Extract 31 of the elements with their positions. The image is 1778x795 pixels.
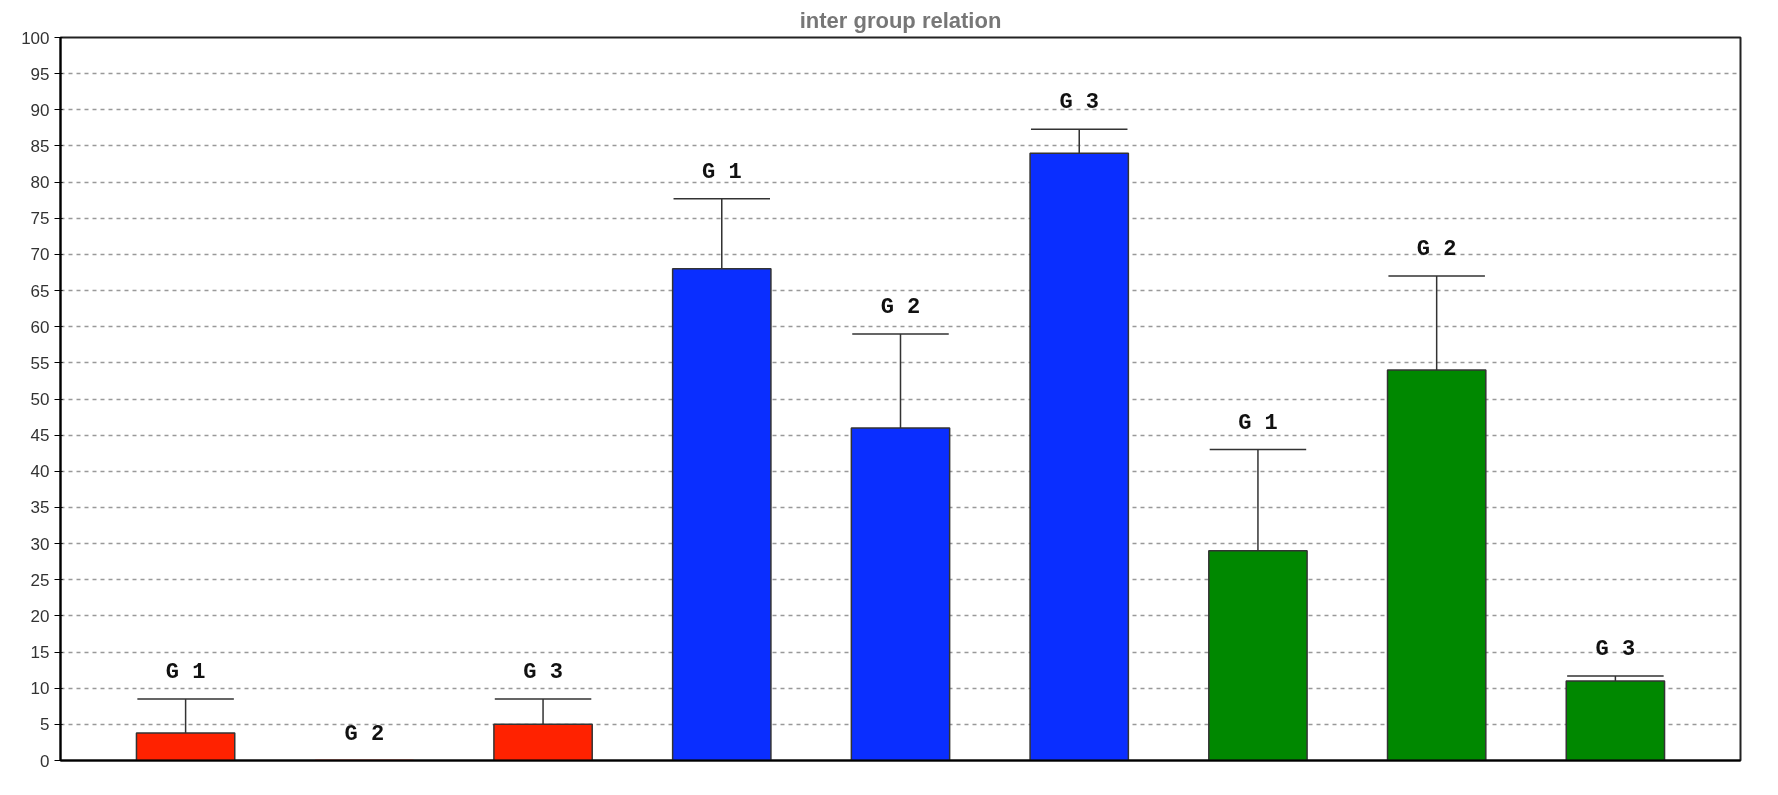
y-tick-label: 95 (30, 64, 50, 84)
y-tick-label: 65 (30, 281, 50, 301)
x-tick-label: G 2 (344, 721, 385, 747)
y-tick-label: 90 (30, 100, 50, 120)
y-tick-label: 5 (40, 715, 50, 735)
y-tick-label: 40 (30, 462, 50, 482)
y-tick-label: 25 (30, 570, 50, 590)
y-tick-label: 0 (40, 751, 50, 771)
x-tick-label: G 1 (165, 660, 206, 686)
y-tick-label: 10 (30, 679, 50, 699)
x-tick-label: G 2 (880, 294, 921, 320)
y-tick-label: 20 (30, 606, 50, 626)
y-tick-label: 45 (30, 426, 50, 446)
chart-title: inter group relation (799, 7, 1002, 33)
y-tick-label: 100 (21, 28, 50, 48)
x-tick-label: G 3 (523, 660, 563, 686)
y-tick-label: 15 (30, 643, 50, 663)
x-tick-label: G 2 (1416, 237, 1457, 263)
x-tick-label: G 1 (701, 159, 742, 185)
y-tick-label: 30 (30, 534, 50, 554)
y-tick-label: 75 (30, 209, 50, 229)
y-tick-label: 85 (30, 136, 50, 156)
y-tick-label: 50 (30, 390, 50, 409)
x-tick-label: G 1 (1238, 410, 1278, 436)
y-tick-label: 80 (30, 173, 50, 193)
y-tick-label: 35 (30, 498, 50, 518)
x-tick-label: G 3 (1595, 636, 1636, 662)
y-tick-label: 60 (30, 317, 50, 337)
x-tick-label: G 3 (1059, 90, 1100, 116)
y-tick-label: 55 (30, 353, 50, 373)
y-tick-label: 70 (30, 245, 50, 265)
